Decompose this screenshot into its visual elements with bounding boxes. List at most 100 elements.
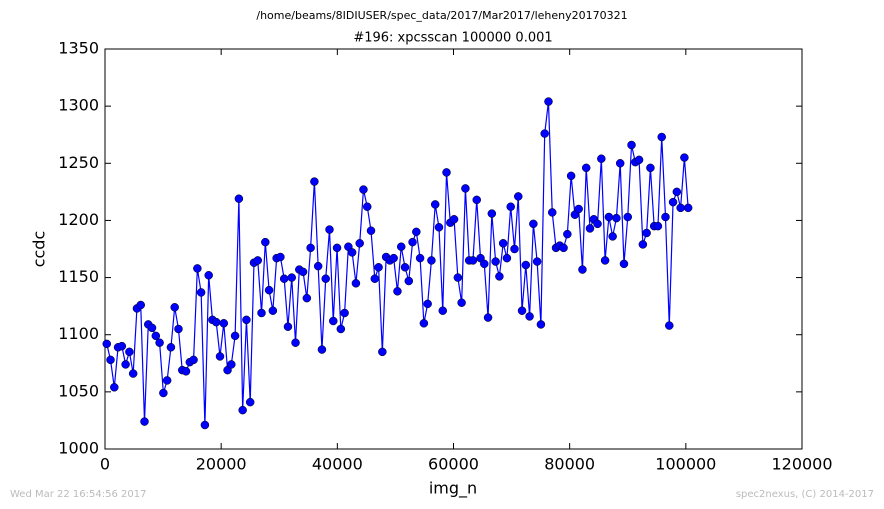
data-point [151,331,161,341]
data-point [498,239,508,248]
x-tick-label: 100000 [655,455,716,474]
data-point [457,298,466,307]
data-point [283,322,293,331]
data-point [389,253,398,263]
data-point [110,383,119,392]
y-tick-label: 1100 [58,324,99,343]
data-point [170,303,179,312]
data-point [627,140,636,150]
data-point [593,219,602,229]
data-point [302,293,312,303]
x-tick-label: 80000 [544,455,595,474]
data-point [117,341,127,351]
data-point [495,272,504,281]
data-point [472,195,481,205]
data-point [619,259,629,269]
data-point [166,343,176,352]
data-point [453,273,463,282]
y-tick-label: 1000 [58,439,99,458]
y-tick-label: 1350 [58,39,99,58]
data-point [510,244,519,254]
data-point [147,323,157,333]
data-point [404,276,414,286]
data-point [430,200,440,209]
data-point [351,279,361,288]
data-point [514,192,523,201]
data-point [298,267,308,277]
data-point [566,171,576,181]
data-point [400,263,410,272]
data-point [159,388,168,398]
data-point [287,273,296,282]
data-point [604,212,614,222]
data-point [415,253,425,263]
data-point [506,202,515,211]
data-point [615,159,625,168]
data-point [136,300,145,310]
data-point [366,226,376,235]
data-point [502,253,512,263]
data-point [653,221,663,231]
data-point [393,287,402,296]
data-point [234,194,244,203]
data-point [517,306,527,315]
data-point [325,225,334,234]
data-point [665,321,674,330]
data-point [438,306,448,315]
x-axis-label: img_n [429,479,477,499]
data-point [215,352,225,361]
data-point [196,288,206,297]
data-point [378,347,387,357]
series-line [106,101,689,426]
data-point [261,237,270,247]
data-point [419,319,429,328]
data-point [162,376,172,385]
data-point [347,248,357,257]
data-point [547,208,557,217]
data-point [634,155,644,165]
data-point [291,338,300,347]
data-point [336,324,346,334]
data-point [268,306,278,315]
x-tick-label: 120000 [771,455,832,474]
data-point [574,204,583,214]
data-point [480,259,489,269]
data-point [321,274,330,283]
data-point [332,243,342,253]
data-point [279,274,289,283]
data-point [355,239,364,248]
x-tick-label: 0 [100,455,110,474]
data-point [423,299,432,309]
data-point [529,219,538,229]
data-point [306,243,315,253]
data-point [461,184,470,193]
y-tick-label: 1200 [58,210,99,229]
data-point [585,224,595,233]
data-point [242,315,251,325]
x-tick-label: 60000 [428,455,479,474]
data-point [408,237,417,247]
data-point [559,243,568,253]
data-point [449,215,459,224]
y-tick-label: 1150 [58,267,99,286]
data-point [396,242,406,251]
data-point [370,274,380,283]
data-point [155,338,164,347]
data-point [612,213,621,223]
data-point [121,360,130,369]
data-point [491,257,500,266]
data-point [238,405,247,415]
data-point [646,163,655,173]
suptitle: /home/beams/8IDIUSER/spec_data/2017/Mar2… [256,9,627,22]
data-point [245,397,255,407]
data-point [525,312,534,321]
data-point [442,168,451,177]
x-tick-label: 20000 [196,455,247,474]
chart-title: #196: xpcsscan 100000 0.001 [353,31,552,46]
data-point [227,360,236,369]
data-point [597,154,606,163]
data-point [638,240,648,249]
data-point [204,271,213,280]
data-point [608,232,617,241]
